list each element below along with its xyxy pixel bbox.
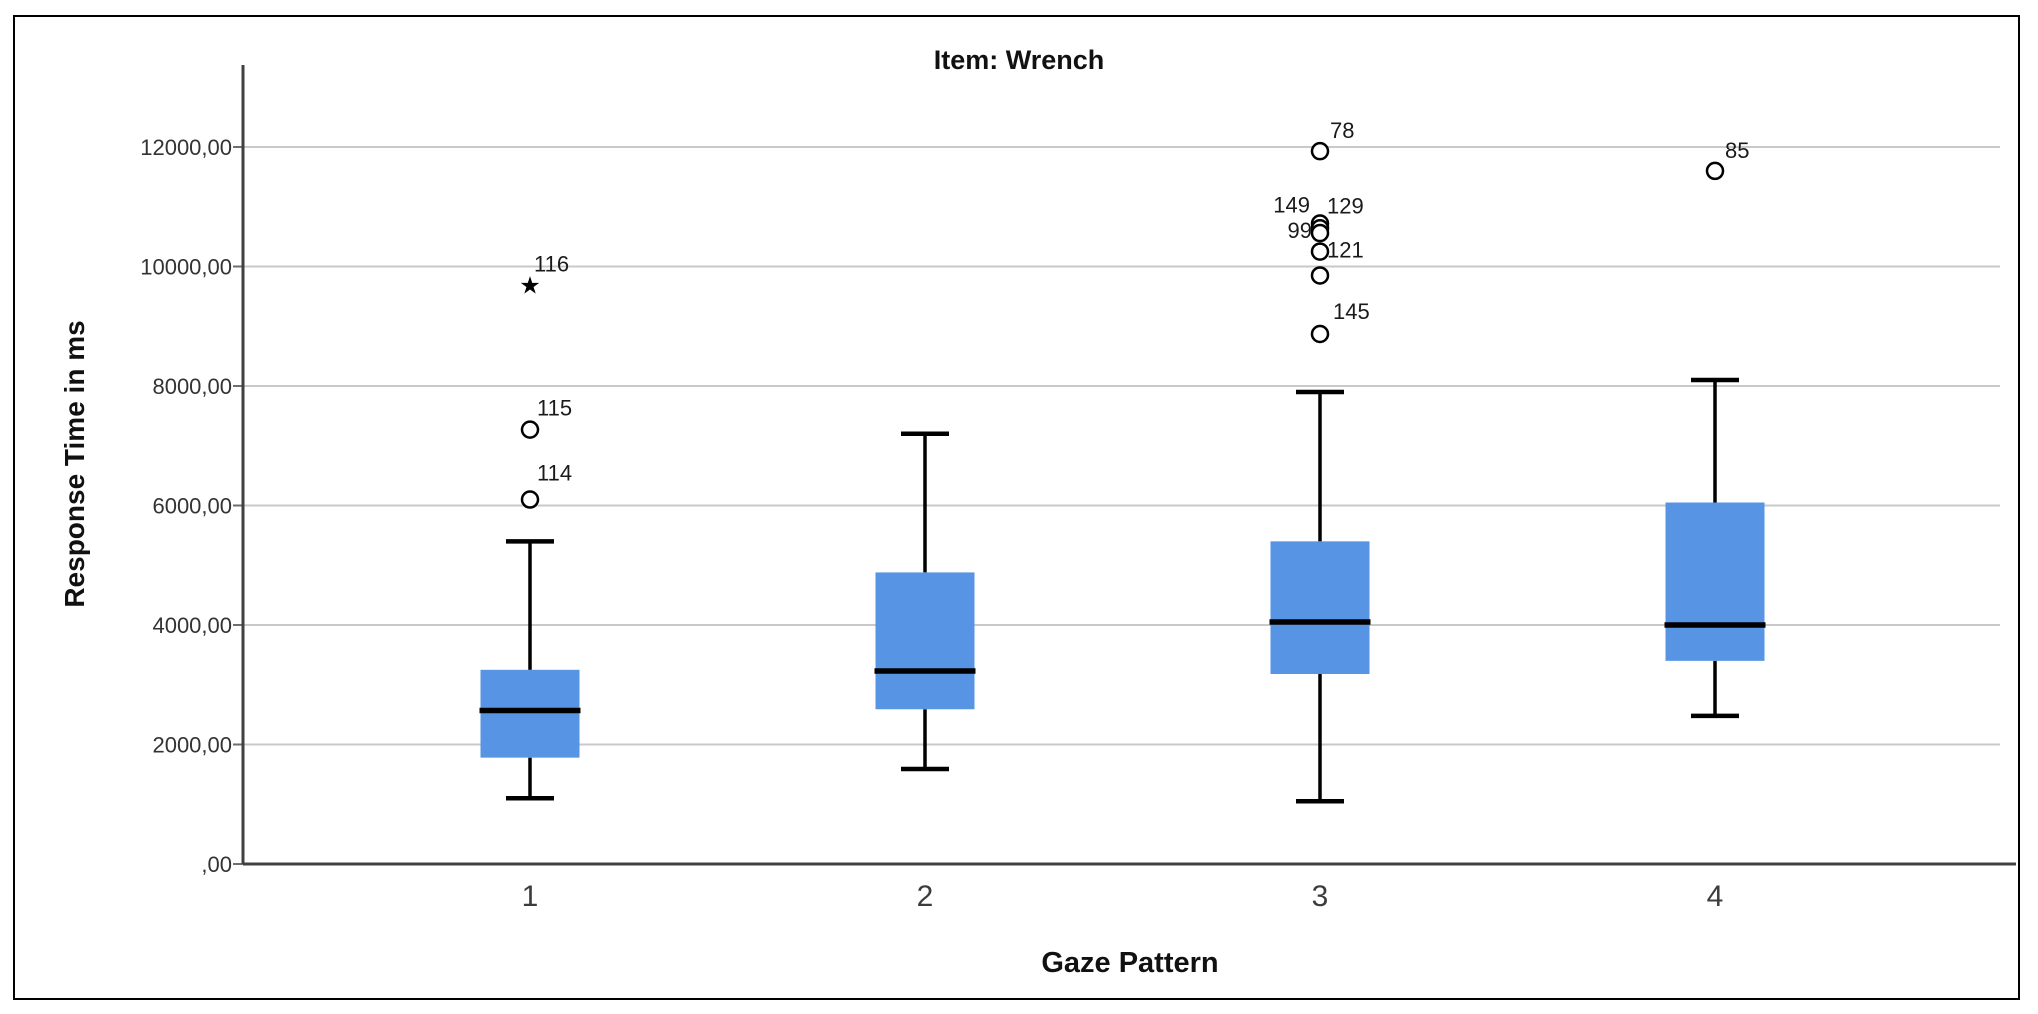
box xyxy=(1665,502,1765,661)
outlier-label: 129 xyxy=(1327,193,1364,218)
outlier-circle xyxy=(1310,266,1330,285)
y-axis-tick-label: 2000,00 xyxy=(152,733,232,758)
outlier-circle xyxy=(1310,324,1330,344)
outlier-label: 145 xyxy=(1333,299,1370,324)
plot-area: ,00 2000,00 4000,00 6000,00 8000,00 10000,00 1… xyxy=(140,65,2016,913)
outlier-label: 115 xyxy=(537,396,572,421)
outlier-circle xyxy=(1705,161,1725,181)
y-axis-tick-label: 6000,00 xyxy=(152,494,232,519)
category-tick-label: 3 xyxy=(1312,880,1329,913)
y-axis-tick-label: 8000,00 xyxy=(152,374,232,399)
outlier-circle xyxy=(1310,242,1330,261)
box xyxy=(480,669,580,758)
y-axis-tick-label: 12000,00 xyxy=(140,135,232,160)
outlier-circle xyxy=(1310,141,1330,161)
outlier-label: 116 xyxy=(534,252,569,277)
category-tick-label: 2 xyxy=(917,880,934,913)
y-axis-tick-label: 4000,00 xyxy=(152,613,232,638)
y-axis-tick-label: 10000,00 xyxy=(140,255,232,280)
outlier-star-icon: ★ xyxy=(519,272,541,300)
box xyxy=(875,572,975,710)
outlier-label: 99 xyxy=(1288,218,1312,243)
outlier-label: 85 xyxy=(1725,138,1749,163)
y-axis-label: Response Time in ms xyxy=(59,320,90,607)
chart-title: Item: Wrench xyxy=(934,45,1105,75)
outlier-circle xyxy=(520,420,540,439)
category-tick-label: 1 xyxy=(522,880,539,913)
box xyxy=(1270,541,1370,674)
outlier-label: 149 xyxy=(1273,192,1310,217)
x-axis-label: Gaze Pattern xyxy=(1041,947,1218,979)
outlier-circle xyxy=(1310,223,1330,243)
outlier-label: 78 xyxy=(1330,118,1354,143)
category-tick-label: 4 xyxy=(1707,880,1724,913)
outlier-circle xyxy=(520,490,540,509)
outlier-label: 121 xyxy=(1327,238,1364,263)
outlier-label: 114 xyxy=(537,461,572,486)
y-axis-tick-label: ,00 xyxy=(201,852,232,877)
